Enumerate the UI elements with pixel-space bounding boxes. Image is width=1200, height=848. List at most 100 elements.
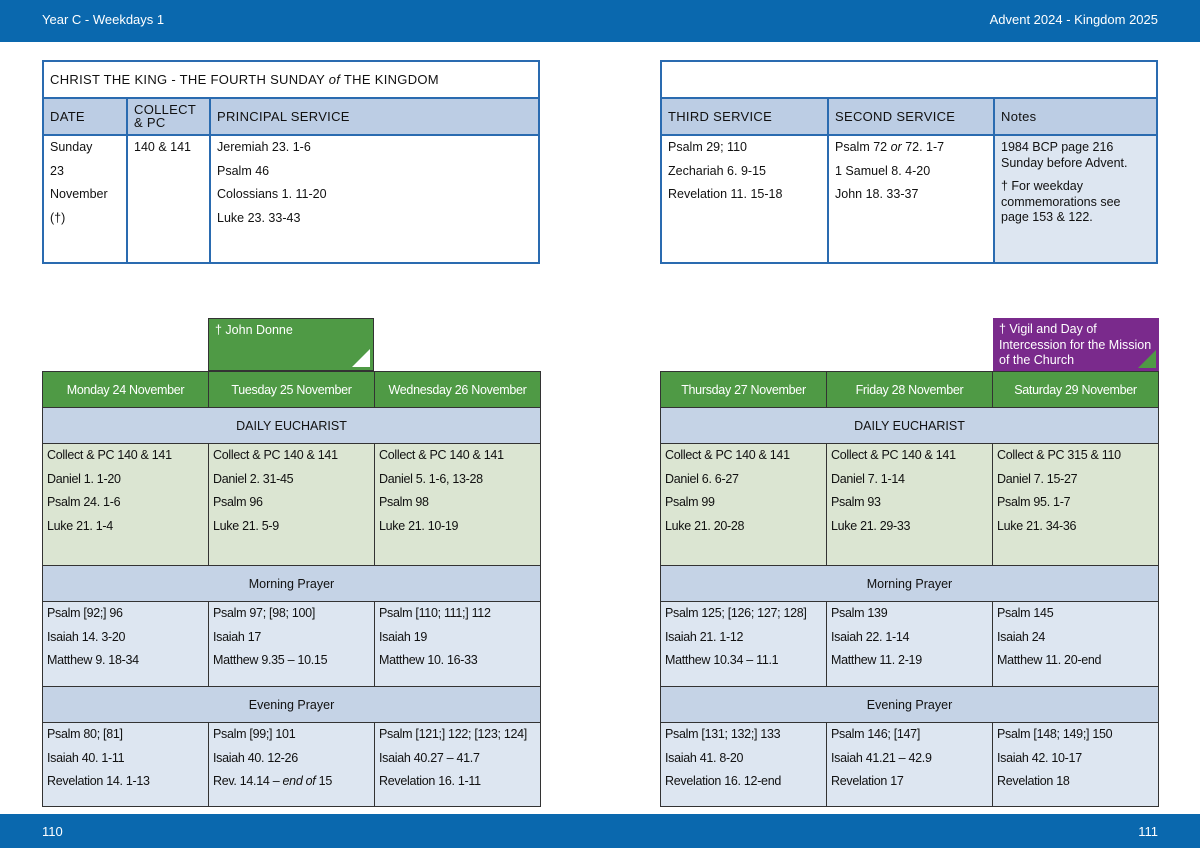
reading: Luke 21. 20-28 — [665, 518, 745, 533]
reading: Isaiah 40. 12-26 — [213, 750, 298, 765]
reading: Isaiah 24 — [997, 629, 1046, 644]
reading: Psalm 96 — [213, 495, 263, 509]
sunday-collect: 140 & 141 — [126, 134, 211, 264]
reading: Psalm 95. 1-7 — [997, 495, 1071, 509]
reading: Matthew 9. 18-34 — [47, 653, 139, 667]
reading: Daniel 6. 6-27 — [665, 471, 739, 486]
reading: Daniel 7. 1-14 — [831, 471, 905, 486]
reading: Luke 21. 1-4 — [47, 518, 113, 533]
sunday-principal-table: CHRIST THE KING - THE FOURTH SUNDAY of T… — [42, 60, 540, 264]
page-footer: 110 111 — [0, 814, 1200, 848]
reading: Daniel 2. 31-45 — [213, 471, 294, 486]
sunday-third: Psalm 29; 110 Zechariah 6. 9-15 Revelation… — [660, 134, 829, 264]
reading: Isaiah 41.21 – 42.9 — [831, 750, 932, 765]
reading: Psalm [99;] 101 — [213, 727, 296, 741]
reading: Psalm 145 — [997, 606, 1054, 620]
readings-ep: Psalm [148; 149;] 150 Isaiah 42. 10-17 Rev… — [992, 722, 1159, 807]
tag-john-donne: † John Donne — [208, 318, 374, 371]
tag-vigil: † Vigil and Day of Intercession for the … — [993, 318, 1159, 371]
col-second: SECOND SERVICE — [827, 97, 995, 136]
reading: Matthew 10. 16-33 — [379, 653, 478, 667]
sunday-second: Psalm 72 or 72. 1-7 1 Samuel 8. 4-20 John … — [827, 134, 995, 264]
col-date: DATE — [42, 97, 128, 136]
col-collect: COLLECT & PC — [126, 97, 211, 136]
section-evening: Evening Prayer — [660, 686, 1159, 723]
blank-title — [660, 60, 1158, 99]
day-header: Monday 24 November — [42, 371, 209, 408]
reading: Psalm 139 — [831, 606, 888, 620]
reading: Psalm 80; [81] — [47, 727, 123, 741]
reading: Isaiah 42. 10-17 — [997, 750, 1082, 765]
reading: Revelation 17 — [831, 774, 904, 788]
reading: Psalm [110; 111;] 112 — [379, 606, 491, 620]
sunday-other-services-table: THIRD SERVICE SECOND SERVICE Notes Psalm… — [660, 60, 1158, 264]
reading: Collect & PC 140 & 141 — [665, 448, 790, 462]
reading: Psalm [121;] 122; [123; 124] — [379, 727, 527, 741]
reading: Collect & PC 140 & 141 — [831, 448, 956, 462]
day-header: Wednesday 26 November — [374, 371, 541, 408]
readings-ep: Psalm [131; 132;] 133 Isaiah 41. 8-20 Reve… — [660, 722, 827, 807]
reading: Collect & PC 140 & 141 — [213, 448, 338, 462]
header-right: Advent 2024 - Kingdom 2025 — [989, 12, 1158, 27]
reading: Isaiah 17 — [213, 629, 262, 644]
section-evening: Evening Prayer — [42, 686, 541, 723]
readings-ep: Psalm [99;] 101 Isaiah 40. 12-26 Rev. 14.1… — [208, 722, 375, 807]
reading: Matthew 10.34 – 11.1 — [665, 653, 779, 667]
reading: Matthew 9.35 – 10.15 — [213, 653, 328, 667]
readings-mp: Psalm [92;] 96 Isaiah 14. 3-20 Matthew 9. … — [42, 601, 209, 687]
reading: Collect & PC 140 & 141 — [47, 448, 172, 462]
sunday-title: CHRIST THE KING - THE FOURTH SUNDAY of T… — [42, 60, 540, 99]
readings-mp: Psalm 139 Isaiah 22. 1-14 Matthew 11. 2-19 — [826, 601, 993, 687]
readings-mp: Psalm 125; [126; 127; 128] Isaiah 21. 1-1… — [660, 601, 827, 687]
reading: Psalm [92;] 96 — [47, 606, 123, 620]
readings-eu: Collect & PC 140 & 141 Daniel 2. 31-45 Psa… — [208, 443, 375, 566]
corner-triangle-icon — [1138, 350, 1156, 368]
readings-ep: Psalm 146; [147] Isaiah 41.21 – 42.9 Revel… — [826, 722, 993, 807]
readings-mp: Psalm 145 Isaiah 24 Matthew 11. 20-end — [992, 601, 1159, 687]
reading: Isaiah 14. 3-20 — [47, 629, 126, 644]
reading: Revelation 18 — [997, 774, 1070, 788]
reading: Isaiah 21. 1-12 — [665, 629, 744, 644]
reading: Daniel 1. 1-20 — [47, 471, 121, 486]
corner-triangle-icon — [352, 349, 370, 367]
reading: Matthew 11. 2-19 — [831, 653, 922, 667]
reading: Psalm 98 — [379, 495, 429, 509]
readings-ep: Psalm 80; [81] Isaiah 40. 1-11 Revelation … — [42, 722, 209, 807]
day-header: Thursday 27 November — [660, 371, 827, 408]
reading: Isaiah 40. 1-11 — [47, 750, 125, 765]
header-left: Year C - Weekdays 1 — [42, 12, 165, 27]
readings-eu: Collect & PC 140 & 141 Daniel 5. 1-6, 13-… — [374, 443, 541, 566]
page-header: Year C - Weekdays 1 Advent 2024 - Kingdo… — [0, 0, 1200, 42]
reading: Psalm [131; 132;] 133 — [665, 727, 781, 741]
col-third: THIRD SERVICE — [660, 97, 829, 136]
reading: Daniel 5. 1-6, 13-28 — [379, 471, 483, 486]
section-morning: Morning Prayer — [660, 565, 1159, 602]
readings-eu: Collect & PC 140 & 141 Daniel 6. 6-27 Psal… — [660, 443, 827, 566]
readings-eu: Collect & PC 140 & 141 Daniel 1. 1-20 Psal… — [42, 443, 209, 566]
reading: Collect & PC 315 & 110 — [997, 448, 1121, 462]
section-eucharist: DAILY EUCHARIST — [42, 407, 541, 444]
reading: Isaiah 19 — [379, 629, 428, 644]
sunday-notes: 1984 BCP page 216 Sunday before Advent. †… — [993, 134, 1158, 264]
week-table-left: Monday 24 November Tuesday 25 November Wed… — [42, 371, 541, 807]
reading: Isaiah 22. 1-14 — [831, 629, 910, 644]
col-principal: PRINCIPAL SERVICE — [209, 97, 540, 136]
readings-mp: Psalm 97; [98; 100] Isaiah 17 Matthew 9.35… — [208, 601, 375, 687]
day-header: Tuesday 25 November — [208, 371, 375, 408]
reading: Psalm [148; 149;] 150 — [997, 727, 1113, 741]
reading: Psalm 146; [147] — [831, 727, 921, 741]
section-eucharist: DAILY EUCHARIST — [660, 407, 1159, 444]
page-number-right: 111 — [1138, 824, 1158, 839]
section-morning: Morning Prayer — [42, 565, 541, 602]
reading: Revelation 16. 12-end — [665, 774, 782, 788]
readings-eu: Collect & PC 315 & 110 Daniel 7. 15-27 Psa… — [992, 443, 1159, 566]
reading: Psalm 24. 1-6 — [47, 495, 121, 509]
reading: Matthew 11. 20-end — [997, 653, 1102, 667]
reading: Rev. 14.14 – end of 15 — [213, 774, 332, 788]
readings-eu: Collect & PC 140 & 141 Daniel 7. 1-14 Psal… — [826, 443, 993, 566]
reading: Collect & PC 140 & 141 — [379, 448, 504, 462]
reading: Psalm 125; [126; 127; 128] — [665, 606, 807, 620]
col-notes: Notes — [993, 97, 1158, 136]
day-header: Saturday 29 November — [992, 371, 1159, 408]
day-header: Friday 28 November — [826, 371, 993, 408]
